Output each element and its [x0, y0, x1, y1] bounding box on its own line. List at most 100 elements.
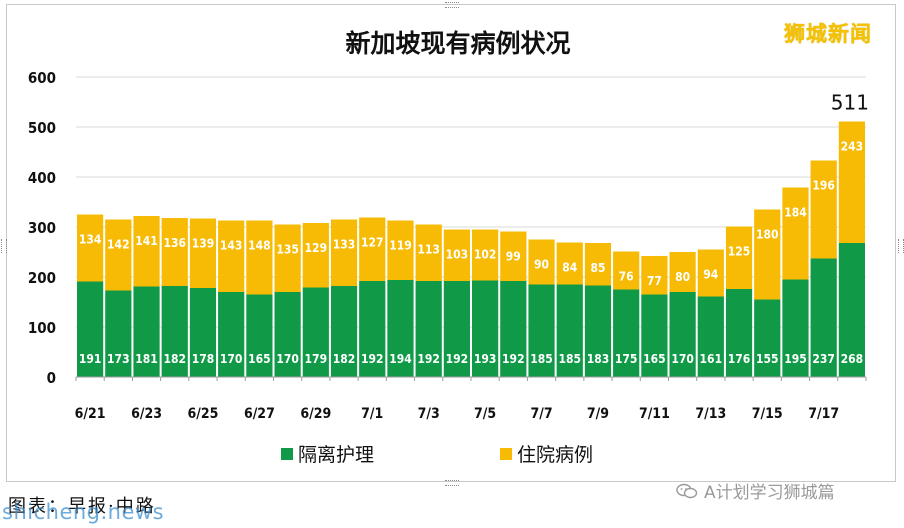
y-tick-label: 100 — [28, 319, 56, 337]
bar-isolation — [77, 281, 104, 377]
bar-hospital — [697, 249, 724, 297]
legend-label-isolation: 隔离护理 — [298, 444, 374, 466]
bar-isolation — [613, 289, 640, 377]
bar-hospital — [528, 239, 555, 285]
data-label-hospital: 119 — [389, 239, 412, 253]
data-label-isolation: 179 — [305, 352, 328, 366]
data-label-hospital: 139 — [192, 237, 215, 251]
bar-hospital — [754, 209, 781, 300]
data-label-hospital: 102 — [474, 248, 497, 262]
chart-title: 新加坡现有病例状况 — [345, 29, 570, 58]
bar-isolation — [218, 292, 245, 377]
wechat-account: A计划学习狮城篇 — [676, 478, 835, 503]
bar-hospital — [500, 231, 527, 281]
x-tick-label: 6/29 — [300, 406, 331, 422]
y-tick-label: 300 — [28, 219, 56, 237]
data-label-hospital: 136 — [163, 236, 186, 250]
bar-hospital — [218, 220, 245, 292]
bar-isolation — [556, 284, 583, 377]
data-label-hospital: 141 — [135, 234, 158, 248]
bar-isolation — [246, 294, 273, 377]
bar-isolation — [669, 292, 696, 377]
x-tick-label: 6/23 — [131, 406, 162, 422]
bar-isolation — [387, 280, 414, 377]
data-label-isolation: 192 — [446, 352, 469, 366]
bar-isolation — [472, 280, 499, 377]
data-label-hospital: 129 — [305, 241, 328, 255]
bar-hospital — [810, 160, 837, 259]
data-label-isolation: 178 — [192, 352, 215, 366]
x-tick-label: 7/9 — [587, 406, 609, 422]
watermark-logo: 狮城新闻 — [784, 22, 872, 46]
data-label-hospital: 243 — [841, 140, 864, 154]
data-label-hospital: 143 — [220, 239, 243, 253]
bar-isolation — [443, 281, 470, 377]
data-label-isolation: 155 — [756, 352, 779, 366]
x-tick-label: 7/7 — [530, 406, 552, 422]
y-tick-label: 400 — [28, 169, 56, 187]
site-watermark: shicheng.news — [2, 500, 165, 524]
data-label-hospital: 90 — [534, 258, 549, 272]
bar-isolation — [810, 258, 837, 377]
y-tick-label: 0 — [47, 369, 56, 387]
bar-hospital — [133, 216, 160, 287]
data-label-isolation: 170 — [671, 352, 694, 366]
data-label-isolation: 195 — [784, 352, 807, 366]
bar-isolation — [725, 289, 753, 377]
bar-hospital — [161, 218, 188, 286]
legend-swatch-hospital — [500, 448, 512, 460]
bar-hospital — [246, 220, 273, 295]
bar-isolation — [782, 279, 809, 377]
bar-hospital — [838, 121, 865, 243]
wechat-account-name: A计划学习狮城篇 — [704, 483, 835, 503]
resize-handle-top[interactable] — [445, 2, 459, 8]
data-label-hospital: 148 — [248, 239, 271, 253]
data-label-hospital: 84 — [562, 261, 578, 275]
x-tick-label: 6/25 — [188, 406, 219, 422]
data-label-isolation: 182 — [163, 352, 186, 366]
y-tick-label: 500 — [28, 119, 56, 137]
data-label-isolation: 165 — [248, 352, 271, 366]
bar-isolation — [500, 281, 527, 377]
data-label-hospital: 113 — [417, 243, 440, 257]
data-labels: 191 134 173 142 181 141 182 136 178 139 170 143 165 1… — [79, 91, 869, 367]
y-axis-ticks: 0 100 200 300 400 500 600 — [28, 69, 56, 387]
bar-hospital — [613, 251, 640, 290]
bar-hospital — [302, 223, 329, 288]
data-label-isolation: 183 — [587, 352, 610, 366]
resize-handle-bottom[interactable] — [445, 480, 459, 486]
bar-hospital — [556, 242, 583, 285]
x-tick-label: 7/15 — [752, 406, 783, 422]
bar-hospital — [77, 214, 104, 282]
bar-hospital — [641, 256, 668, 295]
bar-isolation — [330, 286, 358, 377]
bar-isolation — [161, 286, 188, 377]
data-label-hospital: 125 — [728, 245, 751, 259]
data-label-hospital: 76 — [619, 270, 634, 284]
bars — [77, 121, 865, 377]
data-label-hospital: 142 — [107, 238, 130, 252]
figure-caption: 图表：早报·中路 — [8, 496, 156, 517]
x-tick-label: 7/3 — [418, 406, 440, 422]
data-label-hospital: 94 — [703, 268, 719, 282]
bar-isolation — [415, 281, 442, 377]
x-tick-label: 7/11 — [639, 406, 670, 422]
data-label-isolation: 175 — [615, 352, 638, 366]
bar-isolation — [274, 292, 301, 377]
data-label-hospital: 180 — [756, 228, 779, 242]
data-label-isolation: 182 — [333, 352, 356, 366]
bar-hospital — [330, 219, 358, 286]
x-tick-label: 7/1 — [361, 406, 383, 422]
total-annotation: 511 — [831, 91, 869, 115]
bar-hospital — [584, 243, 612, 286]
data-label-hospital: 80 — [675, 270, 690, 284]
bar-hospital — [669, 252, 696, 292]
data-label-hospital: 134 — [79, 233, 102, 247]
data-label-hospital: 99 — [506, 250, 521, 264]
resize-handle-left[interactable] — [1, 239, 7, 253]
bar-hospital — [105, 219, 132, 291]
data-label-isolation: 176 — [728, 352, 751, 366]
x-tick-label: 6/21 — [75, 406, 106, 422]
x-tick-label: 7/17 — [808, 406, 839, 422]
